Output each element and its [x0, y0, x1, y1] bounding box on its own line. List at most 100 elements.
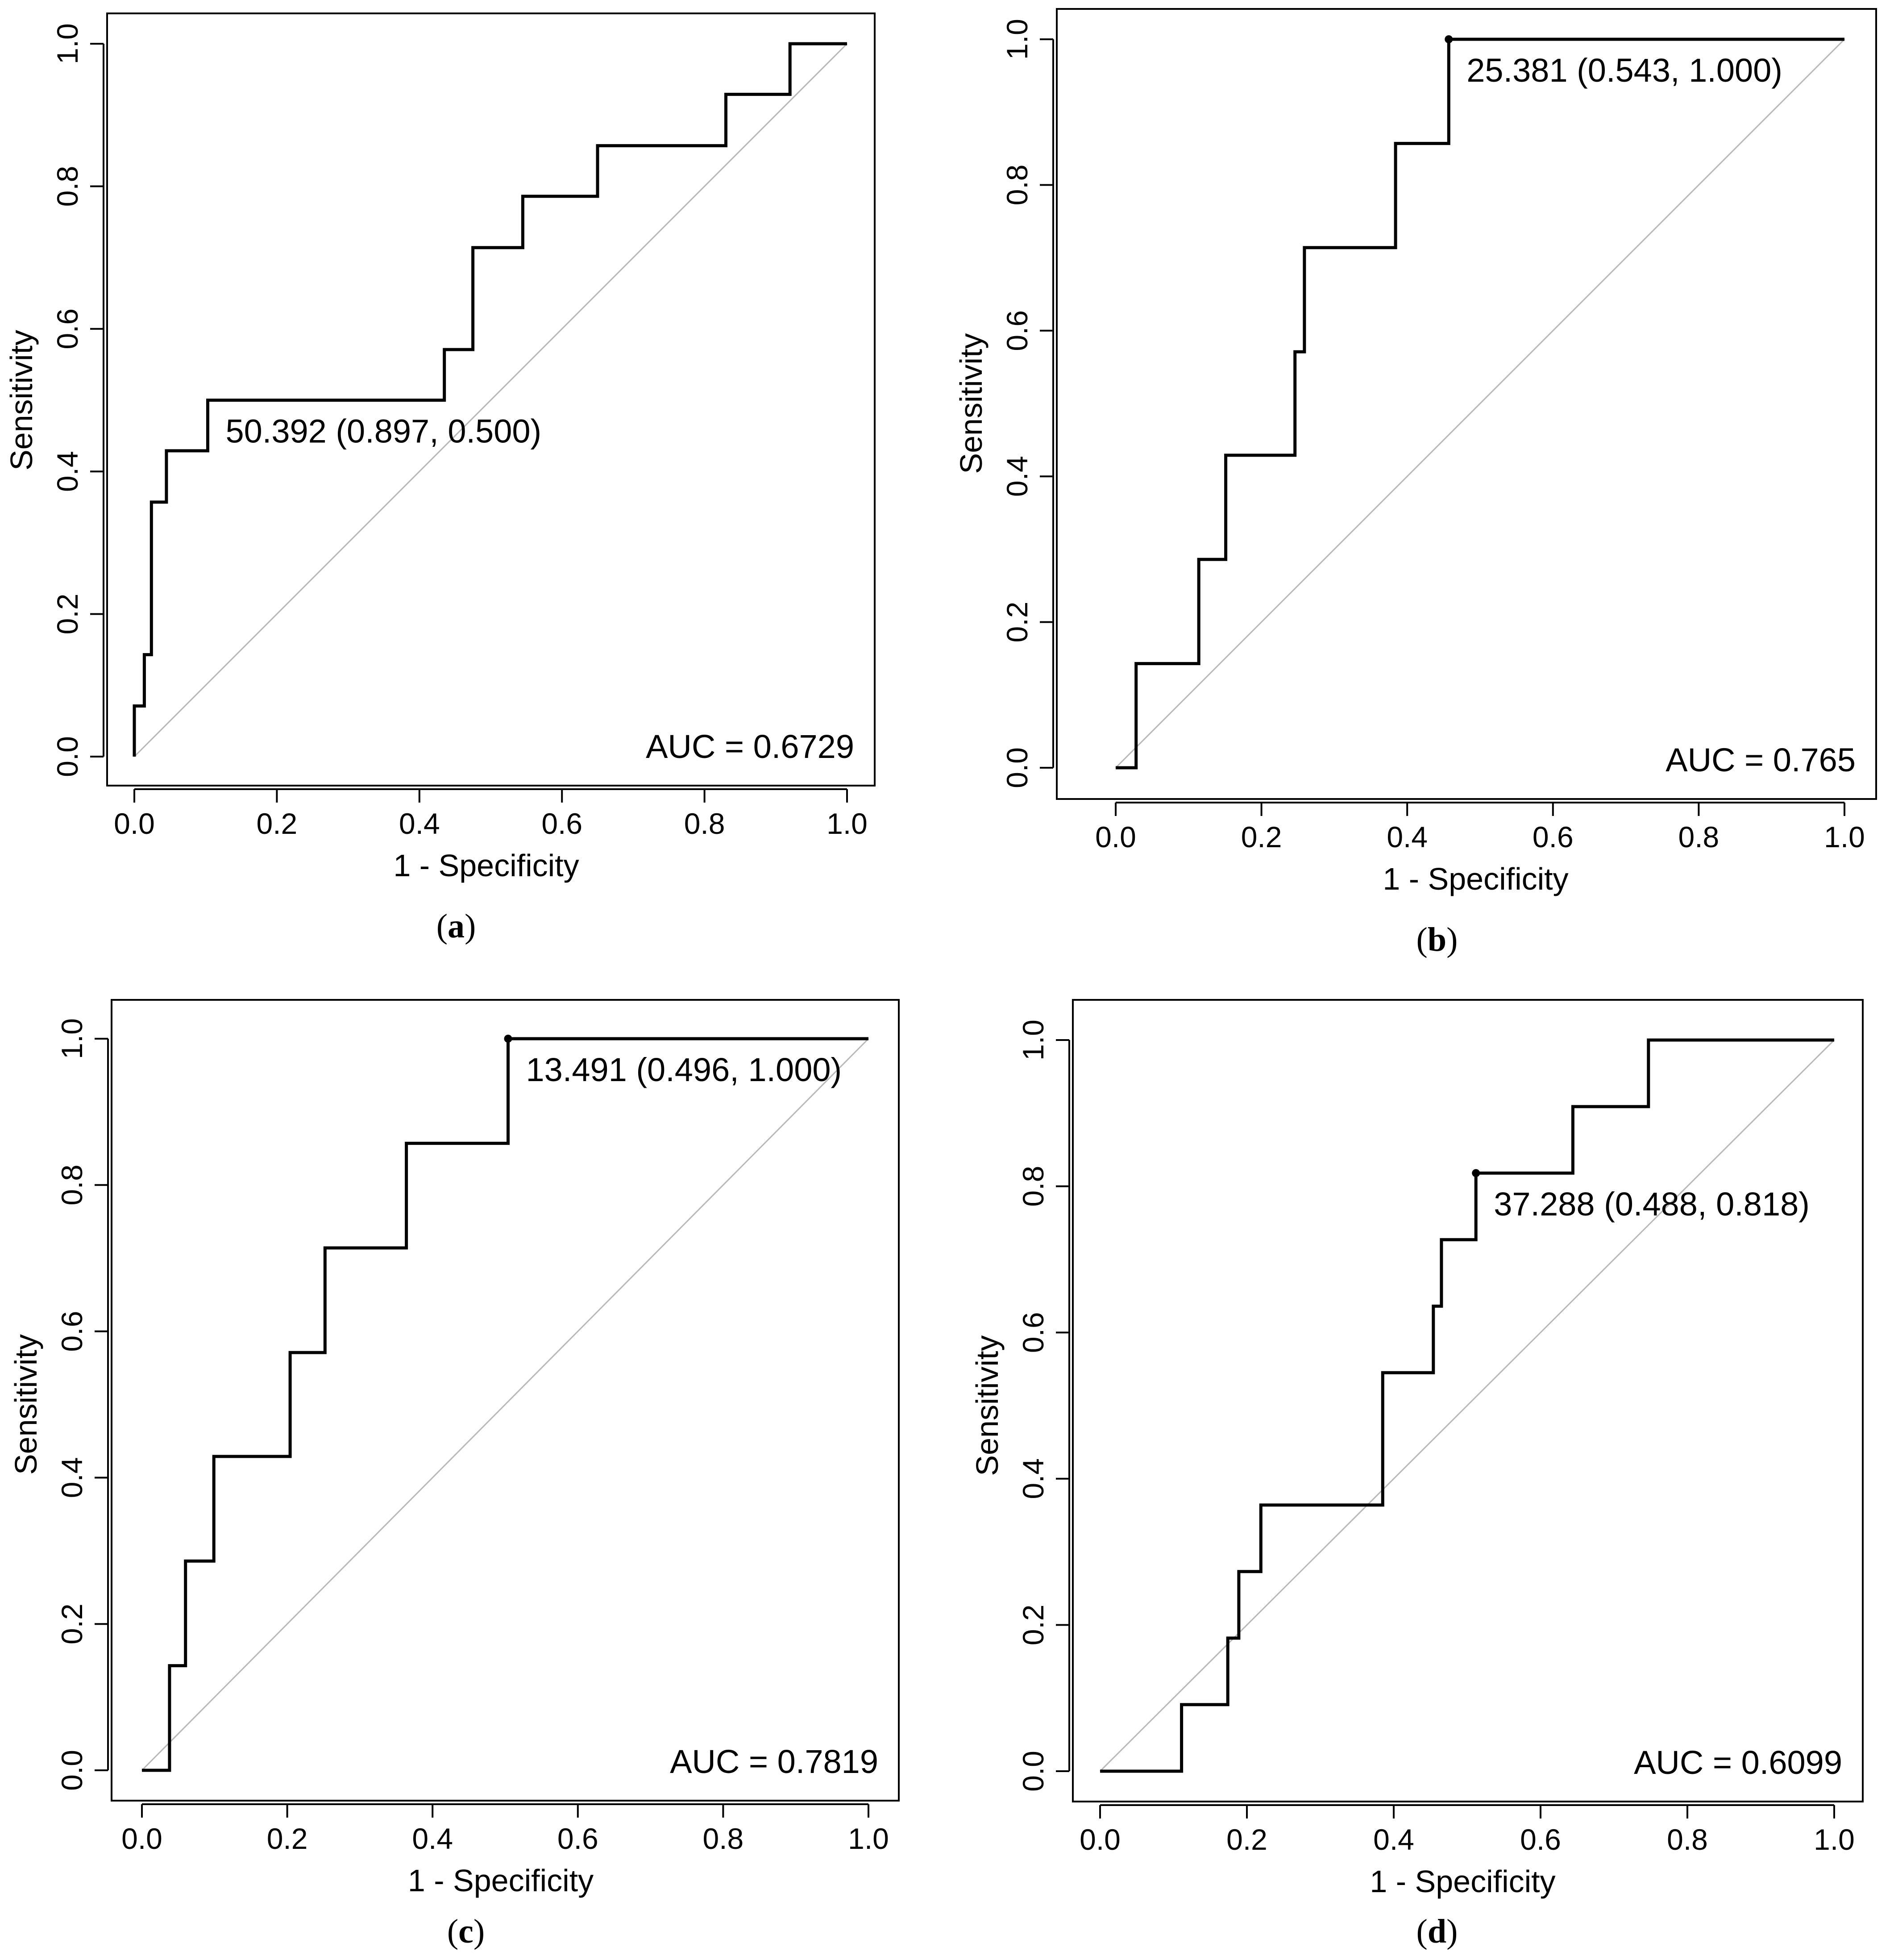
plot-frame [1072, 999, 1864, 1802]
y-tick-label: 0.0 [1017, 1751, 1050, 1792]
caption-close-paren: ) [465, 907, 476, 945]
y-tick-label: 1.0 [51, 23, 84, 64]
x-tick-label: 0.2 [1226, 1823, 1267, 1856]
panel-caption: (d) [1416, 1913, 1458, 1950]
chance-diagonal [1099, 1039, 1835, 1772]
x-tick-label: 0.8 [703, 1822, 744, 1855]
y-tick-label: 0.4 [55, 1457, 88, 1498]
chance-diagonal [1115, 38, 1845, 769]
x-tick-label: 1.0 [1814, 1823, 1855, 1856]
plot-frame [1056, 8, 1877, 800]
y-tick-label: 0.6 [1001, 310, 1034, 351]
x-tick-label: 0.4 [412, 1822, 453, 1855]
caption-close-paren: ) [474, 1913, 485, 1950]
caption-close-paren: ) [1446, 1913, 1458, 1950]
panel-caption: (b) [1416, 921, 1458, 958]
chance-diagonal [141, 1038, 869, 1771]
threshold-point [1445, 35, 1453, 43]
x-tick-label: 1.0 [827, 807, 868, 840]
x-tick-label: 1.0 [848, 1822, 889, 1855]
y-tick-label: 0.6 [51, 308, 84, 350]
x-tick-label: 0.2 [257, 807, 298, 840]
x-tick-label: 0.6 [557, 1822, 598, 1855]
y-tick-label: 0.0 [51, 736, 84, 777]
x-axis-label: 1 - Specificity [1383, 861, 1568, 896]
y-tick-label: 0.8 [1001, 165, 1034, 206]
x-tick-label: 0.0 [114, 807, 155, 840]
roc-curve [133, 42, 847, 757]
caption-open-paren: ( [1416, 921, 1428, 958]
plot-frame [106, 12, 876, 786]
threshold-annotation: 25.381 (0.543, 1.000) [1466, 52, 1782, 89]
y-axis-label: Sensitivity [4, 330, 39, 470]
y-tick-label: 0.0 [1001, 747, 1034, 788]
x-tick-label: 0.4 [399, 807, 440, 840]
panel-caption: (c) [447, 1913, 485, 1950]
y-tick-label: 0.2 [1001, 602, 1034, 643]
caption-close-paren: ) [1446, 921, 1458, 958]
x-tick-label: 0.2 [1241, 820, 1282, 853]
x-tick-label: 0.6 [541, 807, 582, 840]
y-tick-label: 0.0 [55, 1750, 88, 1791]
caption-open-paren: ( [447, 1913, 458, 1950]
roc-curve [1116, 37, 1844, 770]
x-tick-label: 0.6 [1533, 820, 1574, 853]
y-axis-label: Sensitivity [954, 333, 989, 474]
y-tick-label: 0.2 [1017, 1605, 1050, 1646]
threshold-annotation: 50.392 (0.897, 0.500) [225, 413, 541, 450]
y-axis-label: Sensitivity [8, 1334, 43, 1475]
x-tick-label: 0.8 [1667, 1823, 1708, 1856]
plot-frame [111, 999, 900, 1802]
y-tick-label: 0.2 [55, 1603, 88, 1644]
y-tick-label: 0.8 [1017, 1166, 1050, 1207]
auc-label: AUC = 0.6729 [646, 728, 854, 765]
y-axis-label: Sensitivity [970, 1335, 1005, 1476]
caption-letter: a [448, 907, 465, 945]
caption-letter: b [1428, 921, 1446, 958]
y-tick-label: 0.4 [51, 451, 84, 492]
auc-label: AUC = 0.6099 [1634, 1744, 1842, 1781]
x-tick-label: 0.0 [1095, 820, 1136, 853]
caption-open-paren: ( [436, 907, 448, 945]
y-tick-label: 1.0 [55, 1018, 88, 1059]
roc-panel-c: 0.0 0.2 0.4 0.6 0.8 1.0 0.0 0.2 0.4 0.6 0.8 1.0 1 - … [8, 999, 900, 1950]
y-tick-label: 0.2 [51, 594, 84, 635]
y-tick-label: 0.8 [51, 166, 84, 207]
x-axis-label: 1 - Specificity [408, 1863, 594, 1898]
caption-open-paren: ( [1416, 1913, 1428, 1950]
y-tick-label: 0.4 [1017, 1458, 1050, 1499]
x-tick-label: 0.4 [1373, 1823, 1414, 1856]
roc-curve [142, 1037, 868, 1772]
caption-letter: d [1428, 1913, 1446, 1950]
y-tick-label: 0.6 [1017, 1312, 1050, 1353]
y-tick-label: 1.0 [1017, 1020, 1050, 1061]
x-tick-label: 0.0 [1080, 1823, 1121, 1856]
roc-panel-d: 0.0 0.2 0.4 0.6 0.8 1.0 0.0 0.2 0.4 0.6 0.8 1.0 1 - … [970, 999, 1864, 1950]
y-tick-label: 0.4 [1001, 456, 1034, 497]
auc-label: AUC = 0.765 [1666, 741, 1856, 778]
x-axis-label: 1 - Specificity [393, 848, 579, 883]
x-tick-label: 0.8 [684, 807, 725, 840]
x-tick-label: 0.4 [1387, 820, 1428, 853]
auc-label: AUC = 0.7819 [670, 1743, 878, 1780]
x-tick-label: 0.2 [267, 1822, 308, 1855]
y-tick-label: 0.8 [55, 1165, 88, 1206]
y-tick-label: 1.0 [1001, 19, 1034, 60]
panel-caption: (a) [436, 907, 476, 945]
chance-diagonal [133, 43, 848, 757]
roc-panel-a: 0.0 0.2 0.4 0.6 0.8 1.0 0.0 0.2 0.4 0.6 0.8 1.0 1 - … [4, 12, 876, 945]
roc-panel-b: 0.0 0.2 0.4 0.6 0.8 1.0 0.0 0.2 0.4 0.6 0.8 1.0 1 - … [954, 8, 1877, 958]
x-tick-label: 0.0 [121, 1822, 162, 1855]
caption-letter: c [458, 1913, 474, 1950]
x-tick-label: 0.6 [1520, 1823, 1561, 1856]
threshold-annotation: 37.288 (0.488, 0.818) [1494, 1186, 1810, 1223]
x-tick-label: 0.8 [1678, 820, 1720, 853]
threshold-point [504, 1035, 512, 1043]
roc-curve [1100, 1038, 1834, 1773]
threshold-point [1472, 1169, 1480, 1178]
threshold-annotation: 13.491 (0.496, 1.000) [526, 1051, 842, 1088]
x-tick-label: 1.0 [1824, 820, 1865, 853]
y-tick-label: 0.6 [55, 1311, 88, 1352]
x-axis-label: 1 - Specificity [1370, 1864, 1555, 1899]
